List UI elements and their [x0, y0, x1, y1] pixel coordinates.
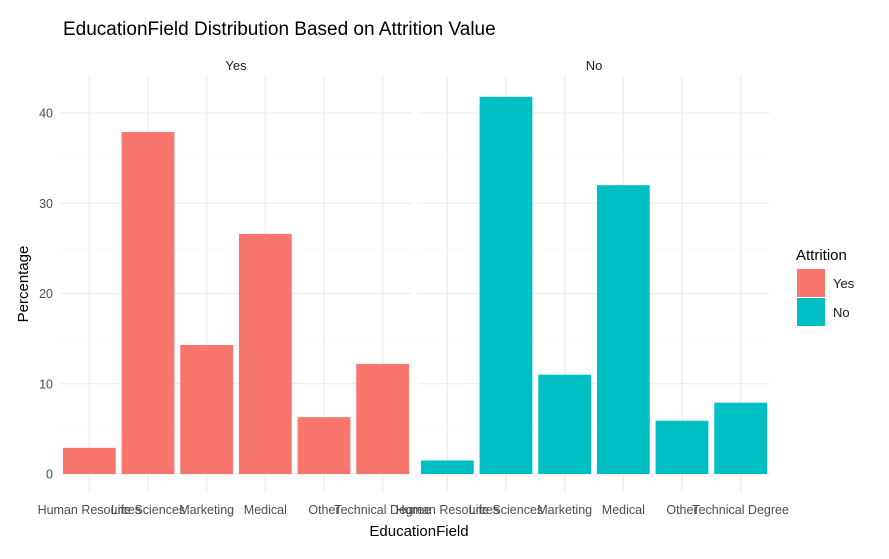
y-axis-title: Percentage: [15, 246, 32, 323]
y-tick-label: 10: [39, 377, 53, 391]
y-tick-label: 20: [39, 287, 53, 301]
x-tick-label: Life Sciences: [111, 503, 185, 517]
x-tick-label: Medical: [602, 503, 645, 517]
facet-strip-label: Yes: [225, 58, 247, 73]
legend-key-yes: [797, 269, 825, 297]
bar-no-0: [420, 460, 474, 474]
x-tick-label: Other: [666, 503, 697, 517]
bar-yes-0: [62, 447, 116, 474]
x-tick-label: Technical Degree: [334, 503, 431, 517]
bar-no-1: [479, 96, 533, 474]
bar-no-2: [538, 374, 592, 474]
x-tick-label: Human Resources: [38, 503, 142, 517]
x-tick-label: Marketing: [179, 503, 234, 517]
x-tick-label: Life Sciences: [469, 503, 543, 517]
bar-no-4: [655, 420, 709, 474]
y-tick-label: 40: [39, 107, 53, 121]
x-axis-title: EducationField: [369, 523, 468, 540]
legend-key-no: [797, 298, 825, 326]
x-tick-label: Other: [308, 503, 339, 517]
legend: Attrition Yes No: [796, 247, 855, 326]
legend-entries: Yes No: [797, 269, 855, 326]
bar-yes-1: [121, 131, 175, 474]
x-tick-label: Human Resources: [396, 503, 500, 517]
chart-title: EducationField Distribution Based on Att…: [63, 19, 496, 40]
bar-no-3: [596, 185, 650, 474]
bar-yes-2: [180, 344, 234, 474]
bar-no-5: [714, 402, 768, 474]
legend-title: Attrition: [796, 247, 847, 264]
x-tick-label: Medical: [244, 503, 287, 517]
bar-yes-5: [356, 363, 410, 474]
legend-label-yes: Yes: [833, 276, 855, 291]
x-tick-label: Marketing: [537, 503, 592, 517]
y-tick-label: 30: [39, 197, 53, 211]
bar-yes-3: [238, 233, 292, 474]
legend-label-no: No: [833, 305, 850, 320]
y-tick-label: 0: [46, 468, 53, 482]
facet-strip-label: No: [586, 58, 603, 73]
x-tick-label: Technical Degree: [692, 503, 789, 517]
bar-yes-4: [297, 417, 351, 474]
